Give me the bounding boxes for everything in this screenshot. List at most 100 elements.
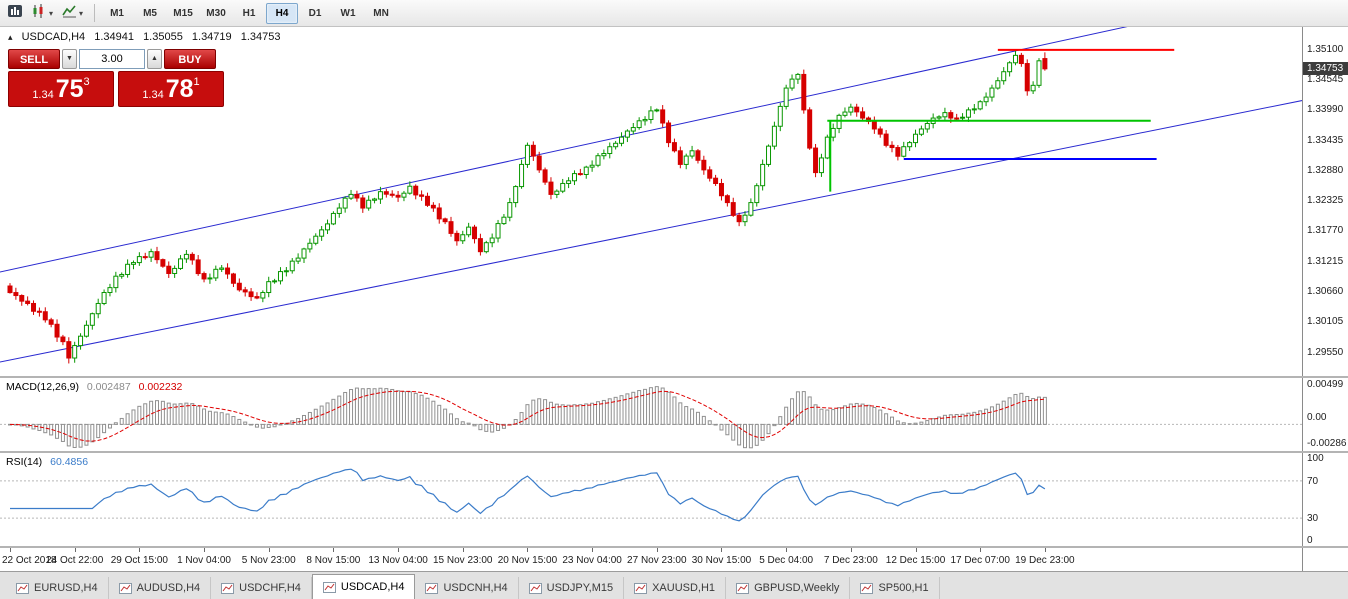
time-axis-label: 29 Oct 15:00 (110, 555, 168, 566)
chart-tab-label: USDCAD,H4 (340, 581, 405, 593)
volume-input[interactable] (79, 49, 145, 69)
timeframe-button-h1[interactable]: H1 (242, 7, 256, 19)
sell-price-pip: 3 (83, 76, 90, 88)
timeframe-button-m15[interactable]: M15 (173, 7, 193, 19)
mini-chart-icon (634, 582, 648, 594)
chart-tab-eurusd[interactable]: EURUSD,H4 (6, 577, 109, 599)
time-axis-label: 13 Nov 04:00 (368, 555, 428, 566)
candlestick-chart-icon (32, 3, 47, 23)
chart-type-button[interactable]: ▾ (28, 2, 57, 25)
buy-price-pip: 1 (193, 76, 200, 88)
rsi-value: 60.4856 (50, 456, 89, 468)
buy-button[interactable]: BUY (164, 49, 216, 69)
timeframe-button-m30[interactable]: M30 (206, 7, 226, 19)
sell-button[interactable]: SELL (8, 49, 60, 69)
toolbar-separator (94, 4, 96, 22)
panel-splitter (0, 546, 1348, 548)
timeframe-button-d1[interactable]: D1 (308, 7, 322, 19)
chevron-down-icon: ▾ (79, 8, 84, 18)
mini-chart-icon (860, 582, 874, 594)
time-axis-label: 17 Dec 07:00 (950, 555, 1010, 566)
chart-tab-sp500[interactable]: SP500,H1 (850, 577, 940, 599)
time-axis-tick (10, 548, 11, 552)
ohlc-high: 1.35055 (143, 31, 183, 43)
macd-name: MACD(12,26,9) (6, 381, 79, 393)
symbol-ohlc-line: ▴ USDCAD,H4 1.34941 1.35055 1.34719 1.34… (8, 31, 286, 43)
price-axis-label: 1.30660 (1307, 286, 1344, 298)
chart-tab-label: USDJPY,M15 (546, 582, 614, 594)
price-axis-label: 1.34545 (1307, 74, 1344, 86)
chart-tab-label: SP500,H1 (878, 582, 929, 594)
time-axis-label: 7 Dec 23:00 (823, 555, 878, 566)
time-axis-tick (1044, 548, 1046, 552)
collapse-icon[interactable]: ▴ (8, 32, 13, 42)
chart-tab-xauusd[interactable]: XAUUSD,H1 (624, 577, 727, 599)
macd-signal-value: 0.002232 (138, 381, 183, 393)
time-axis-tick (74, 548, 76, 552)
chart-tab-usdcnh[interactable]: USDCNH,H4 (415, 577, 519, 599)
volume-decrease-button[interactable]: ▼ (62, 49, 77, 69)
buy-price-prefix: 1.34 (142, 89, 164, 101)
time-axis-label: 12 Dec 15:00 (885, 555, 946, 566)
price-chart-canvas[interactable] (0, 27, 1302, 376)
indicator-axis-label: 70 (1307, 475, 1319, 487)
indicator-axis-label: 100 (1307, 453, 1324, 464)
current-price-badge: 1.34753 (1303, 61, 1348, 75)
mini-chart-icon (736, 582, 750, 594)
chart-tab-label: EURUSD,H4 (34, 582, 98, 594)
buy-price-button[interactable]: 1.34 78 1 (118, 71, 224, 107)
chart-tab-audusd[interactable]: AUDUSD,H4 (109, 577, 212, 599)
timeframe-button-w1[interactable]: W1 (340, 7, 356, 19)
chart-tab-usdjpy[interactable]: USDJPY,M15 (519, 577, 625, 599)
chart-tab-usdchf[interactable]: USDCHF,H4 (211, 577, 312, 599)
chevron-down-icon: ▾ (49, 8, 54, 18)
time-axis-tick (204, 548, 206, 552)
chart-tab-usdcad[interactable]: USDCAD,H4 (311, 574, 416, 599)
indicators-icon (62, 4, 77, 23)
price-chart-panel: ▴ USDCAD,H4 1.34941 1.35055 1.34719 1.34… (0, 27, 1302, 376)
time-axis-tick (268, 548, 270, 552)
price-axis[interactable]: 1.34753 1.35100 1.34545 1.33990 1.33435 1.32… (1302, 27, 1348, 571)
chart-tab-gbpusd[interactable]: GBPUSD,Weekly (726, 577, 851, 599)
panel-splitter[interactable] (0, 376, 1348, 378)
chart-tabs-bar: EURUSD,H4 AUDUSD,H4 USDCHF,H4 USDCAD,H4 USDC… (0, 571, 1348, 599)
time-axis-label: 22 Oct 2018 (2, 555, 57, 566)
chart-tab-label: GBPUSD,Weekly (754, 582, 840, 594)
sell-price-button[interactable]: 1.34 75 3 (8, 71, 114, 107)
time-axis-label: 24 Oct 22:00 (46, 555, 104, 566)
time-axis-tick (527, 548, 529, 552)
indicator-axis-label: -0.00286 (1307, 438, 1347, 449)
symbol-name: USDCAD,H4 (21, 31, 86, 43)
price-axis-label: 1.33990 (1307, 104, 1344, 116)
ohlc-close: 1.34753 (240, 31, 281, 43)
toolbar: ▾ ▾ M1 M5 M15 M30 H1 H4 D1 W1 MN (0, 0, 1348, 27)
price-axis-label: 1.32880 (1307, 164, 1344, 176)
chart-tab-label: XAUUSD,H1 (652, 582, 716, 594)
mini-chart-icon (16, 582, 29, 594)
timeframe-button-m5[interactable]: M5 (143, 7, 157, 19)
chart-tab-label: USDCNH,H4 (443, 582, 508, 594)
price-axis-label: 1.29550 (1307, 346, 1344, 358)
timeframe-buttons: M1 M5 M15 M30 H1 H4 D1 W1 MN (101, 2, 398, 24)
sell-price-big: 75 (55, 74, 84, 103)
panel-splitter[interactable] (0, 451, 1348, 453)
timeframe-button-m1[interactable]: M1 (110, 7, 124, 19)
rsi-name: RSI(14) (6, 456, 43, 468)
volume-increase-button[interactable]: ▲ (147, 49, 162, 69)
rsi-canvas[interactable] (0, 453, 1302, 546)
macd-canvas[interactable] (0, 378, 1302, 451)
time-axis-label: 19 Dec 23:00 (1015, 555, 1075, 566)
indicators-button[interactable]: ▾ (58, 2, 87, 25)
time-axis-tick (398, 548, 400, 552)
timeframe-button-h4[interactable]: H4 (266, 2, 299, 24)
time-axis-label: 20 Nov 15:00 (497, 555, 558, 566)
macd-panel: MACD(12,26,9) 0.002487 0.002232 (0, 378, 1302, 451)
time-axis-label: 5 Dec 04:00 (759, 555, 814, 566)
timeframe-button-mn[interactable]: MN (373, 7, 389, 19)
mini-chart-icon (528, 582, 542, 594)
mini-chart-icon (322, 581, 336, 593)
sell-price-prefix: 1.34 (32, 89, 54, 101)
chart-window-button[interactable] (3, 2, 27, 25)
one-click-trading-widget: SELL ▼ ▲ BUY 1.34 75 3 1.34 78 1 (8, 49, 224, 107)
